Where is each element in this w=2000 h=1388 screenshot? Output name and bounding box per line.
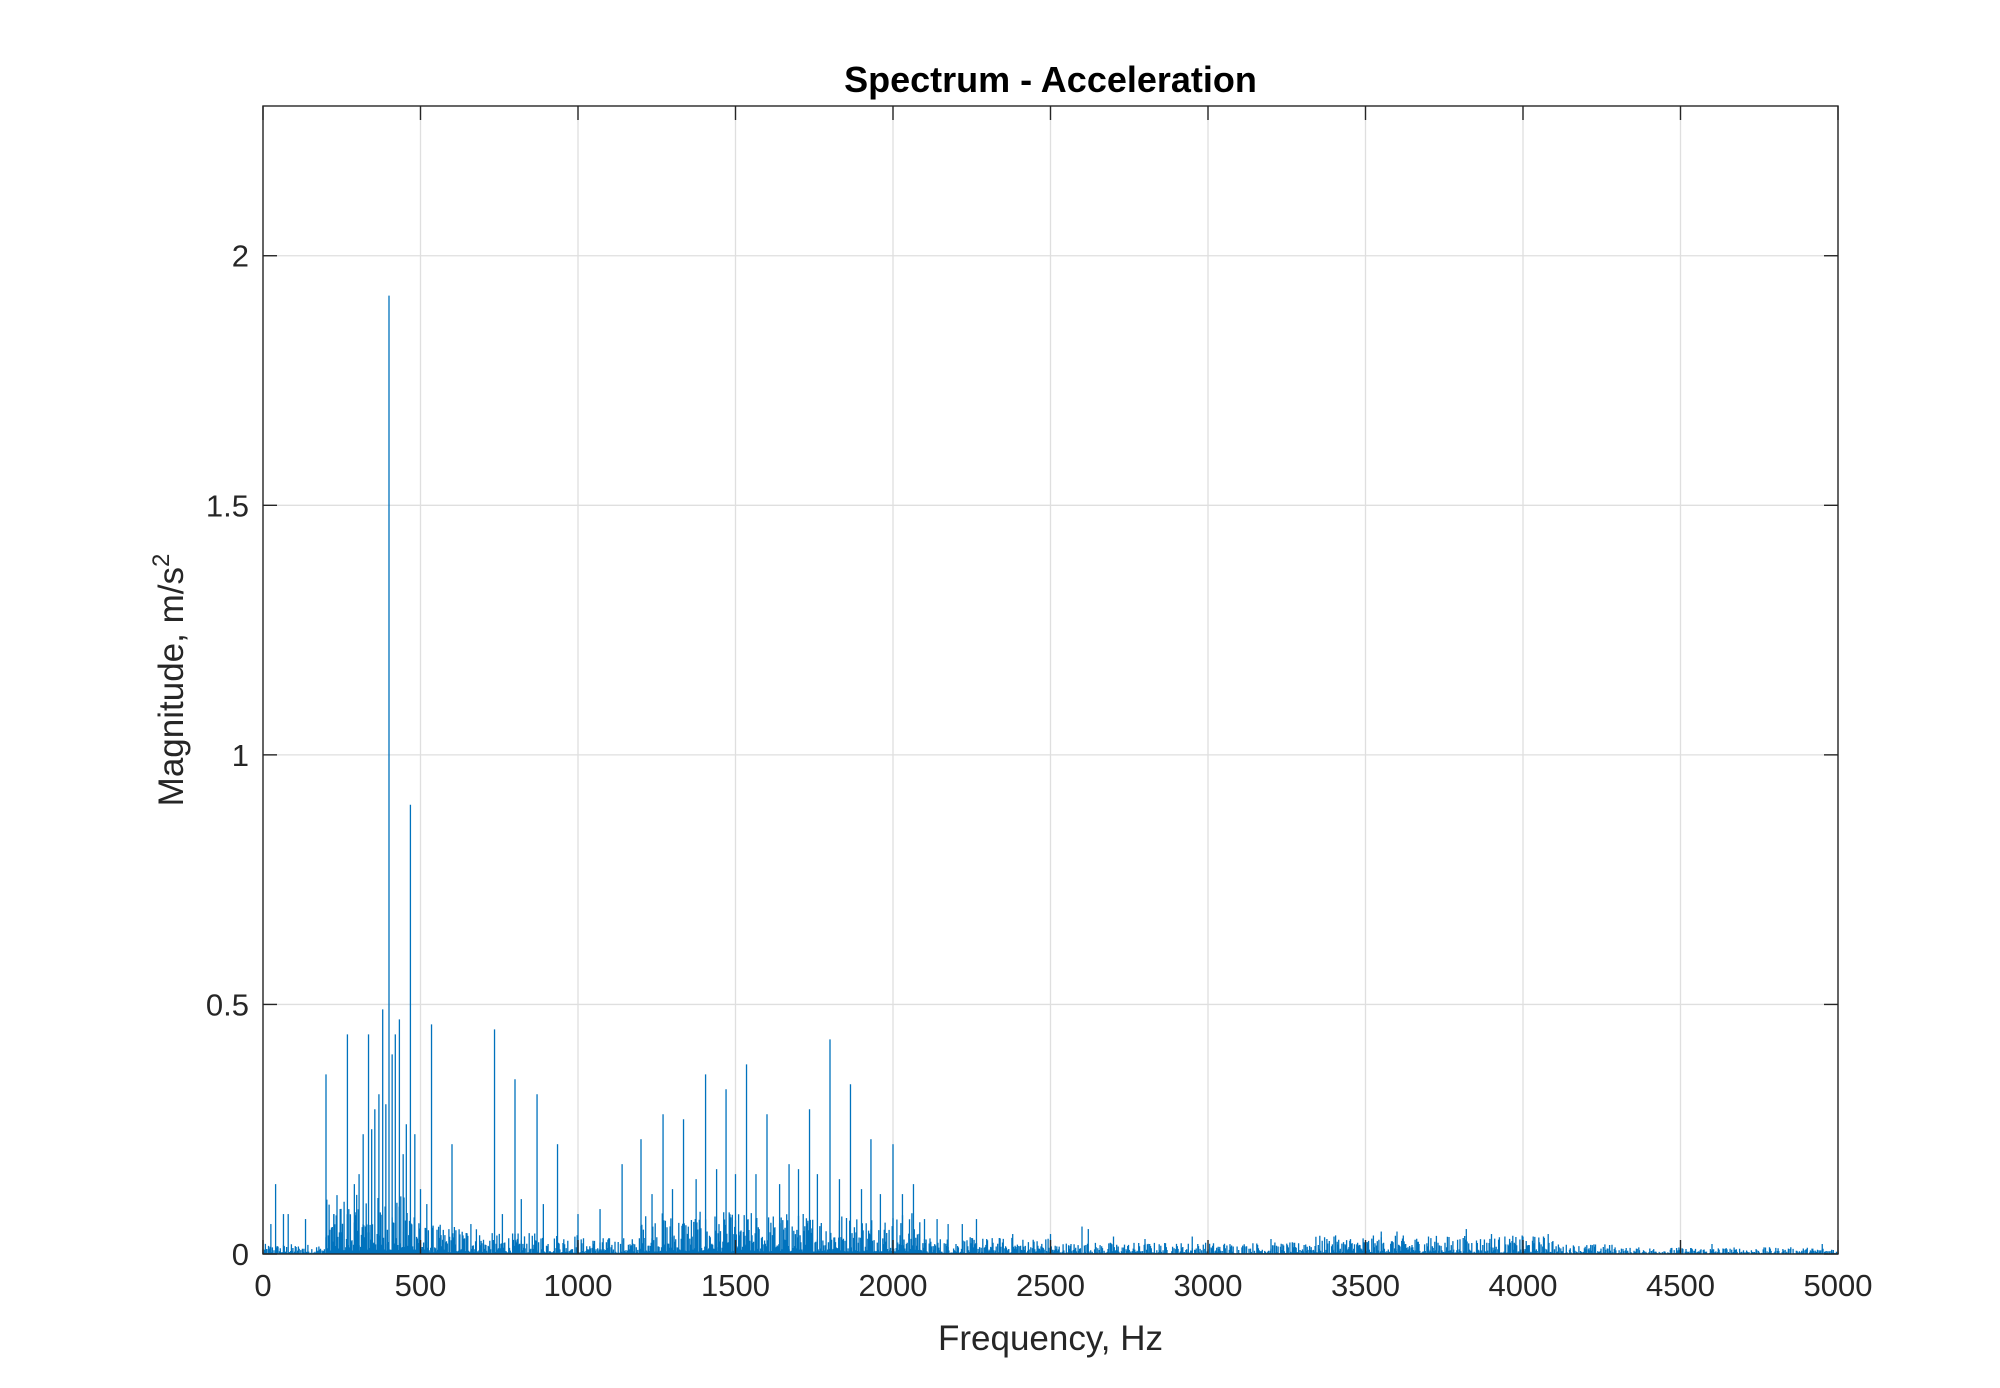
y-tick-label: 1.5 [206,488,249,523]
x-tick-label: 2000 [859,1268,928,1303]
x-axis-label: Frequency, Hz [938,1319,1163,1358]
y-tick-label: 0.5 [206,987,249,1022]
y-axis-label-main: Magnitude, m/s [152,567,191,806]
y-axis-label: Magnitude, m/s2 [148,554,191,807]
x-tick-label: 5000 [1804,1268,1873,1303]
x-tick-label: 2500 [1016,1268,1085,1303]
x-tick-label: 1500 [701,1268,770,1303]
chart-title: Spectrum - Acceleration [844,59,1257,100]
x-tick-label: 0 [254,1268,271,1303]
x-tick-label: 4000 [1489,1268,1558,1303]
x-tick-label: 3000 [1174,1268,1243,1303]
y-tick-label: 0 [232,1237,249,1272]
y-tick-label: 2 [232,239,249,274]
y-tick-label: 1 [232,738,249,773]
tick-marks [262,106,1839,1255]
y-axis-label-superscript: 2 [148,554,175,567]
x-tick-label: 1000 [544,1268,613,1303]
y-tick-labels: 0 0.5 1 1.5 2 [206,239,249,1272]
x-tick-label: 4500 [1646,1268,1715,1303]
x-tick-label: 500 [395,1268,447,1303]
x-tick-labels: 0 500 1000 1500 2000 2500 3000 3500 4000 4500 5000 [254,1268,1872,1303]
x-tick-label: 3500 [1331,1268,1400,1303]
